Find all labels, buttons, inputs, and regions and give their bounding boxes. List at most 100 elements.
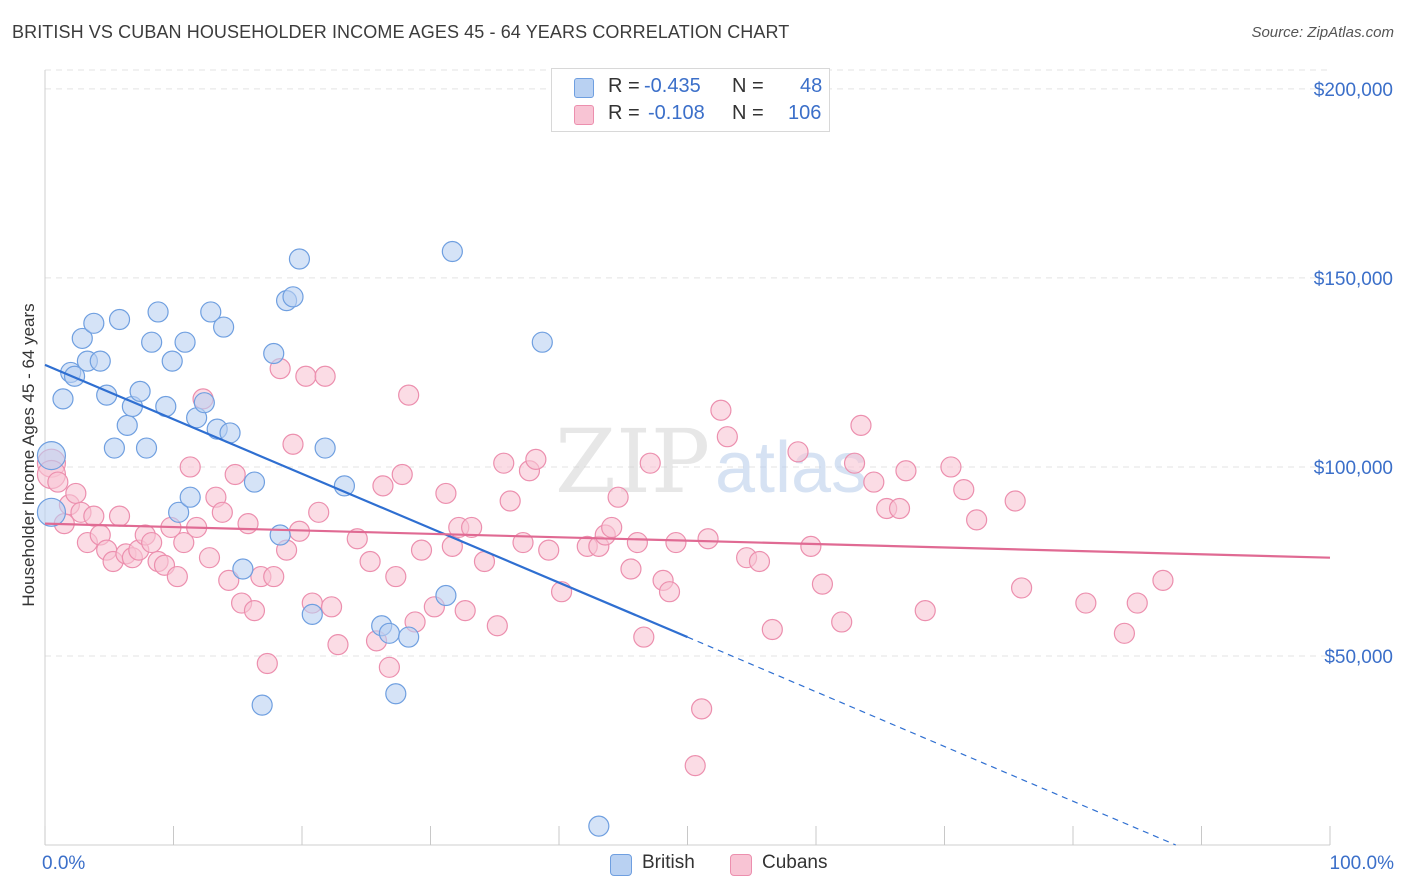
y-tick-label: $100,000 [1314,458,1393,479]
cubans-point [800,535,822,557]
cubans-point [843,452,866,474]
cubans-point [863,471,885,493]
british-point [314,437,336,459]
cubans-point [914,600,936,622]
cubans-point [639,452,661,474]
cubans-point [888,497,911,520]
y-axis-label: Householder Income Ages 45 - 64 years [19,303,38,606]
cubans-point [493,452,515,474]
british-point [179,486,201,508]
cubans-point [282,433,304,455]
watermark-atlas: atlas [715,428,867,508]
chart-title: BRITISH VS CUBAN HOUSEHOLDER INCOME AGES… [12,22,790,42]
british-point [129,380,151,402]
cubans-point [410,539,433,561]
british-point [385,683,407,705]
y-tick-label: $200,000 [1314,80,1393,101]
x-tick-label: 0.0% [42,853,85,874]
cubans-point [398,384,420,406]
cubans-point [385,565,407,588]
british-point [263,342,285,365]
cubans-point [748,550,771,573]
british-point [52,388,74,410]
y-tick-label: $150,000 [1314,269,1393,290]
british-point [213,316,235,338]
cubans-point [327,634,349,656]
cubans-point [1004,490,1026,512]
cubans-point [179,456,201,478]
cubans-point [218,569,240,591]
cubans-point [372,475,394,497]
cubans-point [256,652,278,675]
cubans-point [697,528,719,550]
british-point [269,524,291,546]
british-point [108,308,131,331]
british-point [36,497,67,527]
legend-n-value: 106 [788,102,822,124]
british-point [333,475,356,497]
british-point [135,437,158,459]
cubans-point [716,426,738,448]
cubans-point [953,479,975,501]
legend-swatch-cubans [574,105,594,125]
cubans-point [691,698,713,720]
series-swatch-cubans [730,854,752,876]
cubans-point [665,531,687,554]
british-point [83,312,105,334]
british-point [147,301,169,323]
cubans-point [461,516,483,539]
watermark: ZIP atlas [555,410,867,513]
cubans-point [1010,577,1033,599]
british-point [251,694,273,716]
cubans-point [512,531,534,554]
cubans-point [198,547,221,569]
cubans-point [314,365,336,387]
cubans-point [633,626,655,648]
british-point [435,584,457,607]
cubans-point [525,448,547,470]
british-point [200,301,222,323]
cubans-point [684,755,706,777]
british-point [161,350,183,372]
legend-r-value: -0.108 [648,102,705,124]
cubans-point [499,490,521,512]
cubans-point [1075,592,1097,614]
cubans-point [787,441,809,463]
watermark-zip: ZIP [555,410,710,513]
cubans-point [295,365,317,387]
cubans-point [359,550,381,573]
cubans-point [308,501,330,523]
british-point [301,603,323,625]
correlation-legend: R = -0.435 N = 48 R = -0.108 N = 106 [551,68,830,132]
cubans-point [486,615,508,637]
cubans-point [65,482,87,505]
cubans-point [710,399,732,421]
cubans-point [435,482,457,505]
legend-swatch-british [574,78,594,98]
british-point [232,558,254,580]
cubans-point [601,516,623,539]
british-point [116,414,138,436]
british-point [243,471,266,493]
british-point [441,240,463,263]
cubans-point [378,656,400,678]
british-point [89,350,111,372]
cubans-point [454,600,476,622]
legend-r-label: R = [608,102,640,124]
british-point [36,441,67,471]
cubans-point [831,611,853,633]
cubans-point [607,486,629,508]
cubans-point [237,513,259,535]
data-points [36,240,1174,837]
cubans-point [263,565,285,588]
british-point [398,626,420,648]
cubans-point [166,565,188,588]
cubans-point [658,581,681,603]
cubans-point [940,456,962,478]
cubans-point [108,505,131,527]
cubans-point [620,558,642,580]
british-point [378,622,400,644]
british-point [168,501,190,523]
cubans-point [320,596,343,618]
